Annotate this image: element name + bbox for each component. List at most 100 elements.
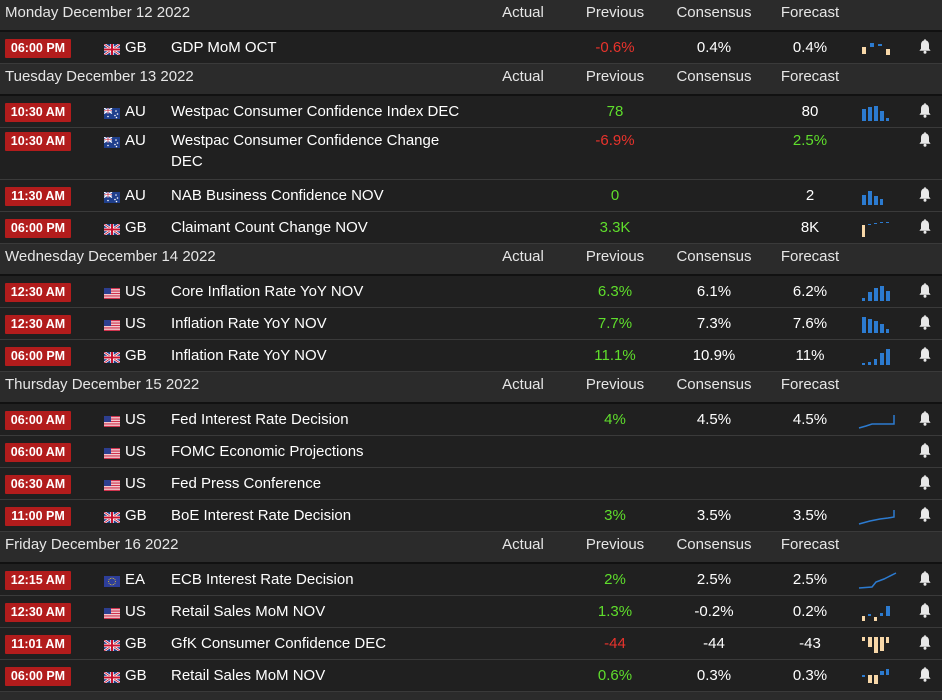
previous-value: -44 [604,635,626,652]
bell-icon[interactable] [918,667,932,683]
bell-icon[interactable] [918,283,932,299]
bell-icon[interactable] [918,411,932,427]
previous-value: 1.3% [597,603,633,620]
day-label: Wednesday December 14 2022 [5,248,216,265]
column-header-previous: Previous [585,68,645,85]
bell-icon[interactable] [918,507,932,523]
event-row[interactable]: 06:00 AM US FOMC Economic Projections [0,436,942,468]
event-name[interactable]: GDP MoM OCT [171,37,277,58]
sparkline-icon[interactable] [858,411,898,429]
time-badge: 06:00 AM [5,411,71,430]
sparkline-icon[interactable] [858,219,898,237]
country-code: AU [125,103,146,120]
country-code: US [125,475,146,492]
bell-icon[interactable] [918,132,932,148]
sparkline-icon[interactable] [858,187,898,205]
event-row[interactable]: 11:01 AM GB GfK Consumer Confidence DEC -44… [0,628,942,660]
event-name[interactable]: Retail Sales MoM NOV [171,601,325,622]
bell-icon[interactable] [918,103,932,119]
event-row[interactable]: 06:30 AM US Fed Press Conference [0,468,942,500]
event-row[interactable]: 06:00 PM GB Retail Sales MoM NOV 0.6% 0.3% 0.… [0,660,942,692]
previous-value: -6.9% [595,132,635,149]
event-name[interactable]: Inflation Rate YoY NOV [171,313,327,334]
bell-icon[interactable] [918,571,932,587]
time-badge: 06:00 AM [5,443,71,462]
sparkline-icon[interactable] [858,315,898,333]
forecast-value: 2.5% [792,571,828,588]
event-name[interactable]: NAB Business Confidence NOV [171,185,384,206]
bell-icon[interactable] [918,475,932,491]
bell-icon[interactable] [918,603,932,619]
forecast-value: 3.5% [792,507,828,524]
event-name[interactable]: Westpac Consumer Confidence Index DEC [171,101,459,122]
sparkline-icon[interactable] [858,635,898,653]
day-header: Tuesday December 13 2022 Actual Previous Co… [0,64,942,96]
event-name-line: DEC [171,153,203,170]
forecast-value: 2 [805,187,815,204]
event-row[interactable]: 06:00 PM GB Inflation Rate YoY NOV 11.1% 10.… [0,340,942,372]
event-row[interactable]: 10:30 AM AU Westpac Consumer Confidence Ch… [0,128,942,180]
event-row[interactable]: 06:00 PM GB Claimant Count Change NOV 3.3K 8… [0,212,942,244]
bell-icon[interactable] [918,635,932,651]
sparkline-icon[interactable] [858,667,898,685]
consensus-value: 3.5% [696,507,732,524]
gb-flag-icon [103,670,121,684]
bell-icon[interactable] [918,443,932,459]
previous-value: 4% [604,411,626,428]
event-row[interactable]: 12:15 AM EA ECB Interest Rate Decision 2% 2.… [0,564,942,596]
time-badge: 06:00 PM [5,39,71,58]
event-name[interactable]: FOMC Economic Projections [171,441,364,462]
event-row[interactable]: 06:00 PM GB GDP MoM OCT -0.6% 0.4% 0.4% [0,32,942,64]
event-name[interactable]: Inflation Rate YoY NOV [171,345,327,366]
bell-icon[interactable] [918,39,932,55]
day-label: Friday December 16 2022 [5,536,179,553]
event-name[interactable]: Core Inflation Rate YoY NOV [171,281,363,302]
country-code: EA [125,571,146,588]
sparkline-icon[interactable] [858,507,898,525]
time-badge: 06:00 PM [5,219,71,238]
forecast-value: 11% [795,347,825,364]
bell-icon[interactable] [918,187,932,203]
country-code: AU [125,132,146,149]
sparkline-icon[interactable] [858,347,898,365]
event-name[interactable]: GfK Consumer Confidence DEC [171,633,386,654]
day-header: Thursday December 15 2022 Actual Previous C… [0,372,942,404]
gb-flag-icon [103,42,121,56]
event-row[interactable]: 12:30 AM US Inflation Rate YoY NOV 7.7% 7.3%… [0,308,942,340]
event-name[interactable]: Claimant Count Change NOV [171,217,368,238]
column-header-actual: Actual [502,376,544,393]
event-name-line: Westpac Consumer Confidence Change [171,132,440,149]
previous-value: 11.1% [594,347,636,364]
time-badge: 12:30 AM [5,603,71,622]
country-code: GB [125,507,147,524]
event-row[interactable]: 10:30 AM AU Westpac Consumer Confidence In… [0,96,942,128]
event-name[interactable]: ECB Interest Rate Decision [171,569,354,590]
au-flag-icon [103,106,120,119]
event-row[interactable]: 12:30 AM US Retail Sales MoM NOV 1.3% -0.2% 0… [0,596,942,628]
bell-icon[interactable] [918,315,932,331]
sparkline-icon[interactable] [858,283,898,301]
event-name-line: Retail Sales MoM NOV [171,667,326,684]
event-name[interactable]: Westpac Consumer Confidence Change DEC [171,130,439,172]
sparkline-icon[interactable] [858,103,898,121]
event-row[interactable]: 06:00 AM US Fed Interest Rate Decision 4% 4.… [0,404,942,436]
event-name[interactable]: Fed Press Conference [171,473,321,494]
au-flag-icon [103,135,120,148]
column-header-actual: Actual [502,248,544,265]
country-code: GB [125,39,147,56]
au-flag-icon [103,190,120,203]
sparkline-icon[interactable] [858,39,898,57]
event-row[interactable]: 12:30 AM US Core Inflation Rate YoY NOV 6.3… [0,276,942,308]
event-row[interactable]: 11:30 AM AU NAB Business Confidence NOV 0 2 [0,180,942,212]
bell-icon[interactable] [918,219,932,235]
event-name[interactable]: Fed Interest Rate Decision [171,409,349,430]
day-label: Monday December 12 2022 [5,4,191,21]
event-name[interactable]: BoE Interest Rate Decision [171,505,351,526]
bell-icon[interactable] [918,347,932,363]
country-code: US [125,315,146,332]
sparkline-icon[interactable] [858,571,898,589]
event-row[interactable]: 11:00 PM GB BoE Interest Rate Decision 3% 3.… [0,500,942,532]
event-name[interactable]: Retail Sales MoM NOV [171,665,325,686]
column-header-forecast: Forecast [780,376,840,393]
sparkline-icon[interactable] [858,603,898,621]
